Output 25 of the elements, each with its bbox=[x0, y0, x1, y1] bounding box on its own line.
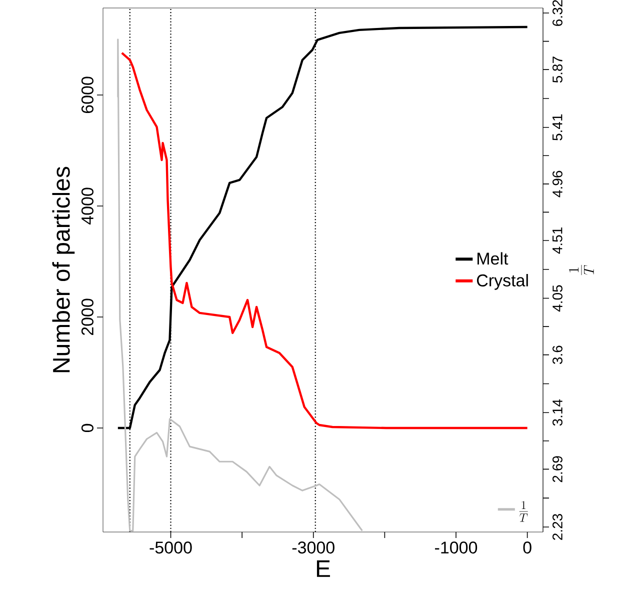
y2-tick-label: 5.41 bbox=[552, 114, 562, 140]
legend-label: Crystal bbox=[476, 274, 528, 290]
y2-tick-label: 4.96 bbox=[552, 170, 562, 198]
y-tick-label: 0 bbox=[81, 424, 94, 432]
legend-label: $\frac{1}{T}$ bbox=[519, 501, 528, 522]
y-tick-label: 2000 bbox=[81, 298, 94, 336]
line-series bbox=[117, 38, 364, 532]
y2-tick-label: 6.32 bbox=[552, 0, 562, 26]
y2-tick-label: 3.14 bbox=[552, 399, 562, 426]
y2-tick-label: 2.23 bbox=[552, 514, 562, 540]
x-axis-title: E bbox=[316, 560, 330, 577]
y-tick-label: 6000 bbox=[81, 76, 94, 114]
y-tick-label: 4000 bbox=[81, 188, 94, 225]
y2-tick-label: 5.87 bbox=[552, 56, 562, 83]
y2-tick-label: 2.69 bbox=[552, 456, 562, 482]
y-axis-title: Number of particles bbox=[52, 166, 75, 372]
y2-tick-label: 4.05 bbox=[552, 285, 562, 312]
y2-tick-label: 4.51 bbox=[552, 228, 562, 254]
x-tick-label: 0 bbox=[523, 542, 532, 554]
x-tick-label: -1000 bbox=[435, 542, 478, 554]
y2-axis-title: $\frac{1}{T}$ bbox=[568, 264, 594, 276]
legend-label: Melt bbox=[478, 252, 508, 265]
x-tick-label: -5000 bbox=[150, 542, 192, 554]
y2-tick-label: 3.6 bbox=[552, 346, 562, 364]
x-tick-label: -3000 bbox=[292, 542, 334, 554]
